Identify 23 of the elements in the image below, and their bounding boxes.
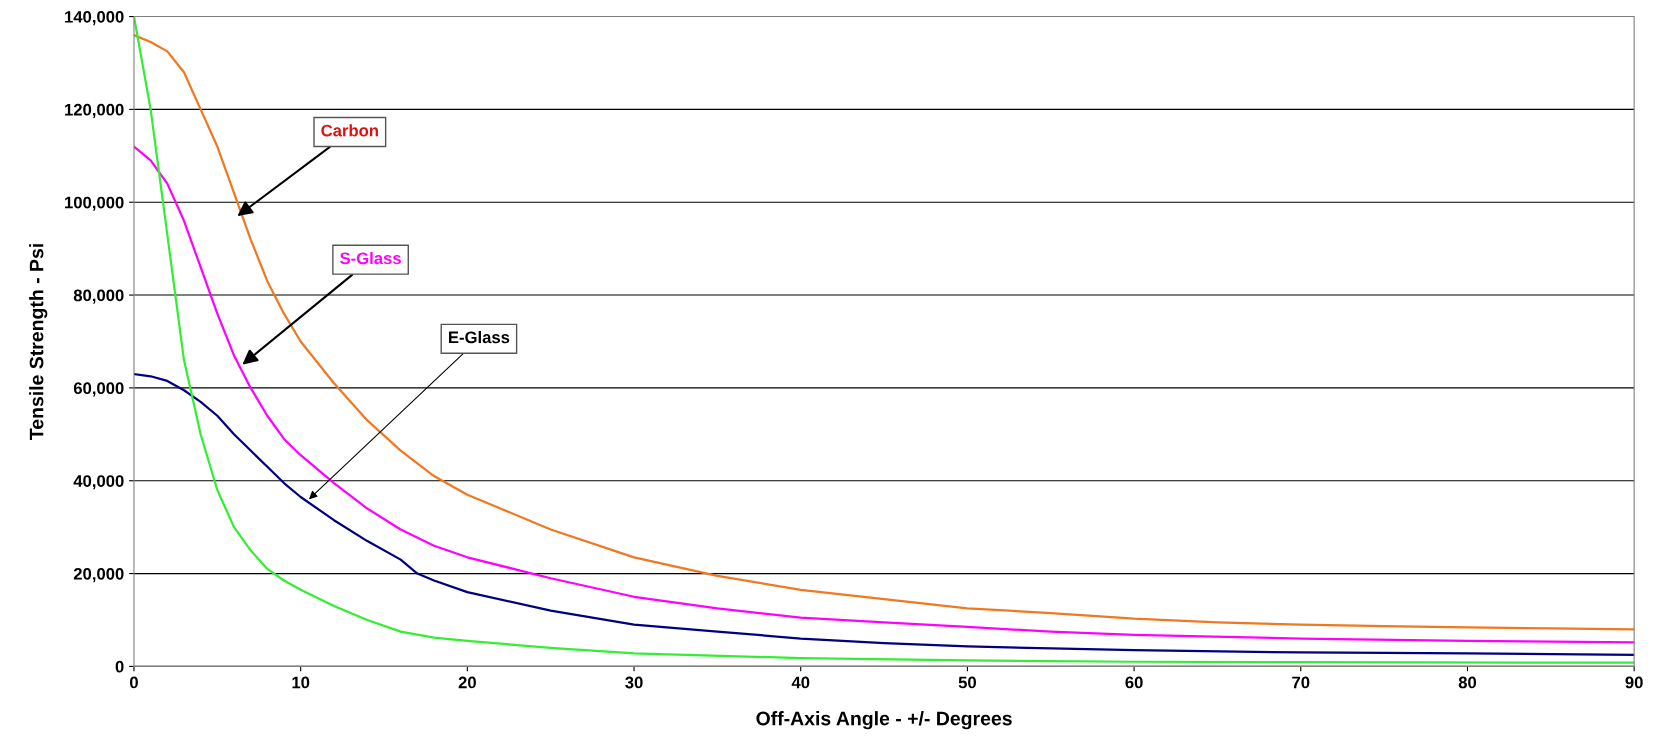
y-tick-label: 20,000 bbox=[73, 567, 124, 583]
y-tick-label: 80,000 bbox=[73, 289, 124, 304]
annotation: Carbon bbox=[321, 124, 378, 137]
x-tick-label: 20 bbox=[458, 676, 476, 689]
y-tick-label: 60,000 bbox=[73, 382, 124, 397]
x-tick-label: 10 bbox=[292, 676, 310, 689]
x-tick-label: 50 bbox=[958, 676, 976, 689]
y-tick-label: 0 bbox=[115, 660, 124, 673]
annotation: S-Glass bbox=[340, 251, 401, 265]
x-axis-title: Off-Axis Angle - +/- Degrees bbox=[756, 711, 1012, 730]
y-tick-label: 40,000 bbox=[73, 475, 124, 490]
x-tick-label: 0 bbox=[130, 676, 138, 689]
x-tick-label: 40 bbox=[791, 676, 810, 689]
annotation: E-Glass bbox=[449, 330, 510, 344]
x-tick-label: 70 bbox=[1292, 676, 1310, 689]
y-tick-label: 100,000 bbox=[65, 196, 124, 211]
x-tick-label: 80 bbox=[1458, 676, 1477, 689]
x-tick-label: 30 bbox=[625, 676, 643, 689]
y-tick-label: 120,000 bbox=[65, 103, 124, 119]
x-tick-label: 60 bbox=[1125, 676, 1143, 689]
y-tick-label: 140,000 bbox=[65, 10, 124, 26]
x-tick-label: 90 bbox=[1625, 676, 1643, 689]
y-axis-title: Tensile Strength - Psi bbox=[29, 244, 48, 440]
